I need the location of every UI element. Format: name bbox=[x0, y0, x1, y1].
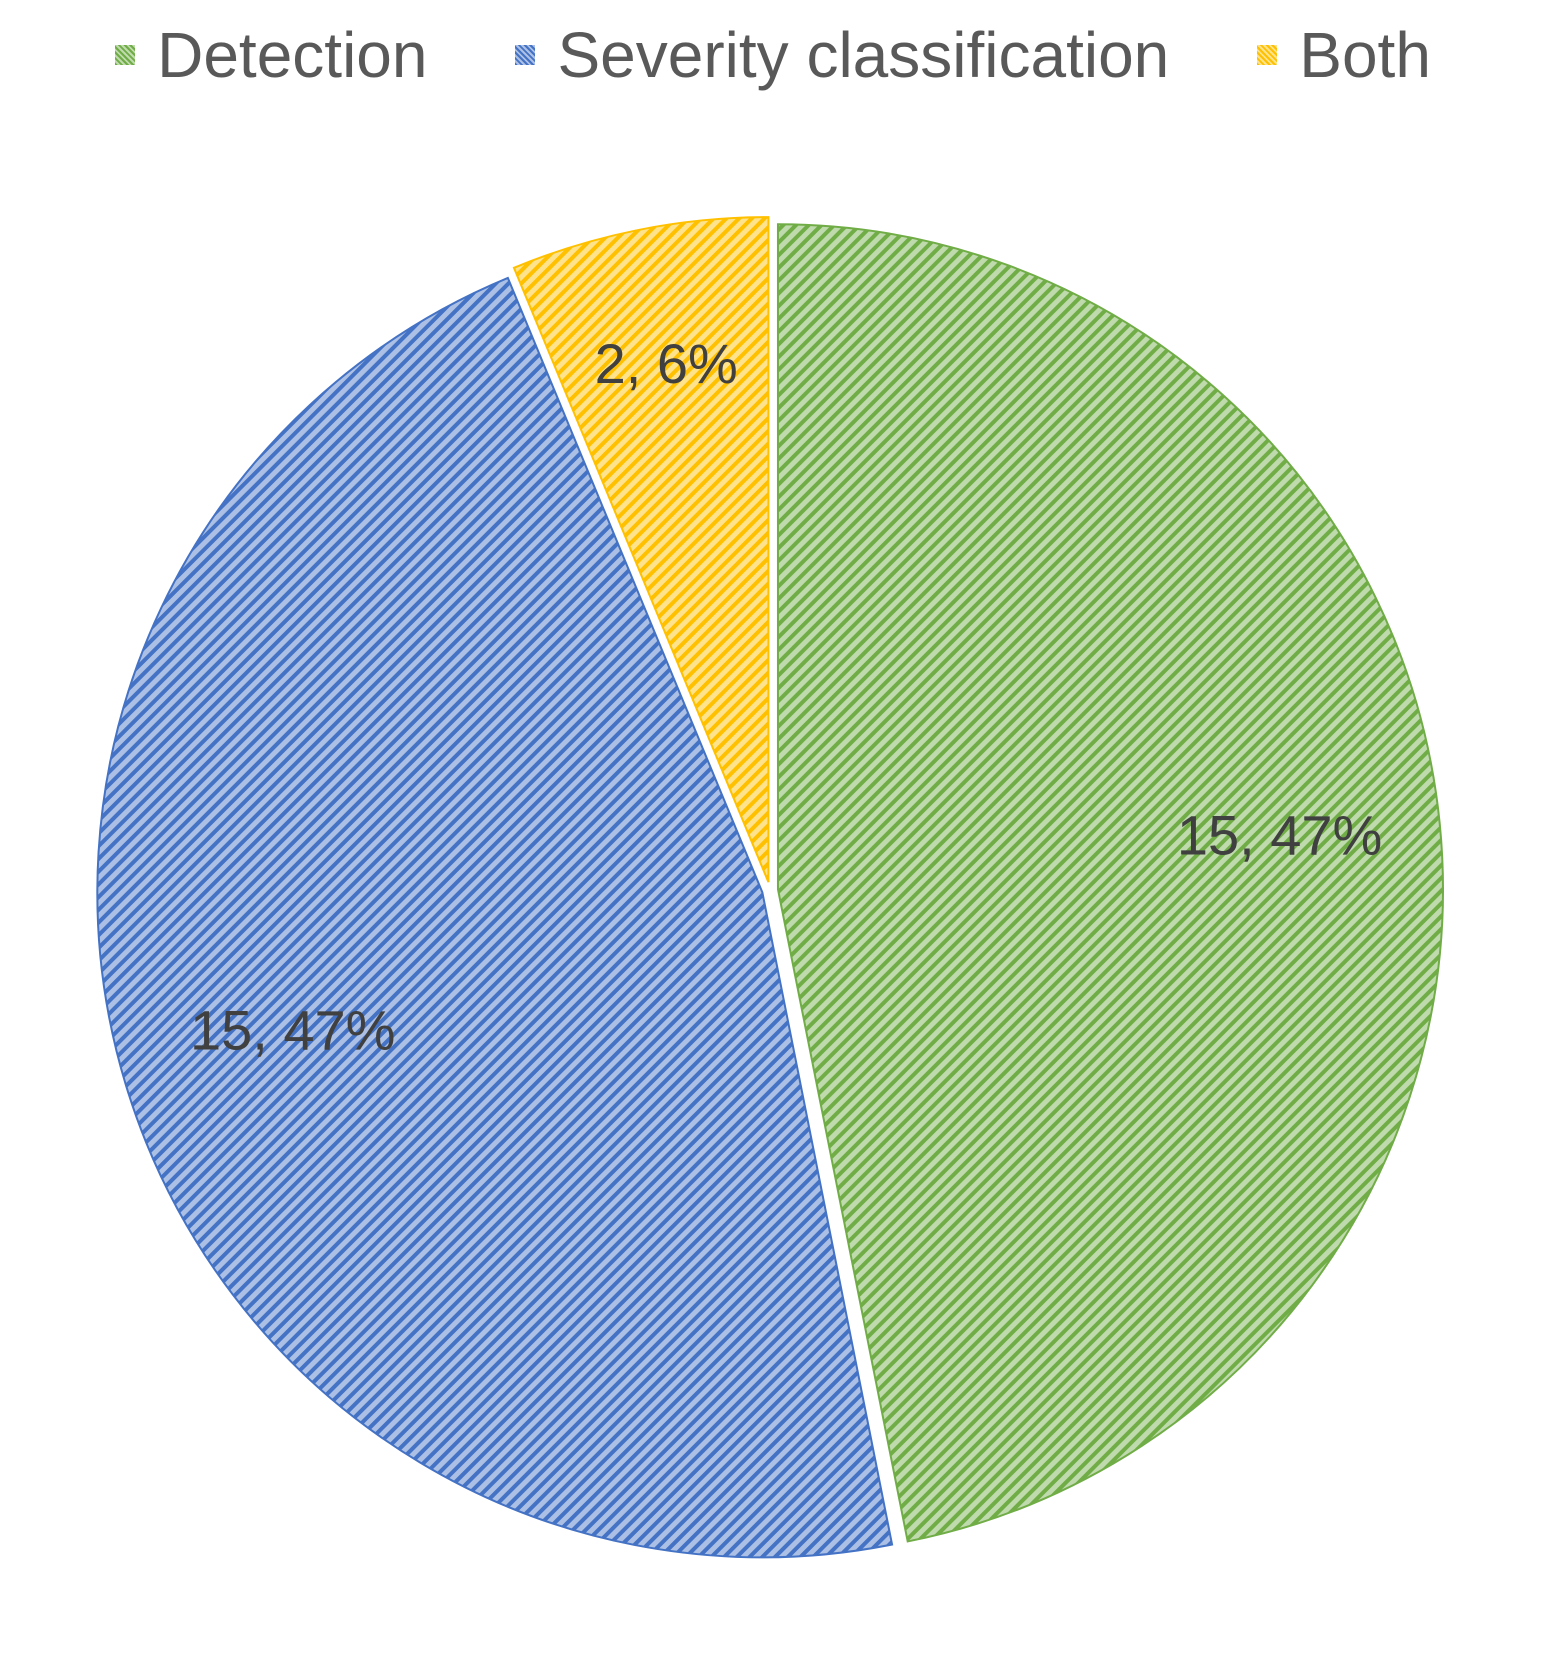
data-label-detection: 15, 47% bbox=[1177, 804, 1383, 867]
data-label-severity-classification: 15, 47% bbox=[190, 999, 396, 1062]
pie-slice-detection bbox=[776, 223, 1444, 1543]
legend-label-severity-classification: Severity classification bbox=[557, 19, 1170, 91]
legend-item-detection: Detection bbox=[115, 23, 427, 87]
data-label-both: 2, 6% bbox=[595, 332, 738, 395]
pie-slice-both bbox=[512, 216, 770, 883]
pie-slices bbox=[96, 216, 1444, 1559]
pie-data-labels: 15, 47% 15, 47% 2, 6% bbox=[190, 332, 1382, 1062]
legend-swatch-both bbox=[1257, 45, 1278, 65]
chart-legend: Detection Severity classification Both bbox=[0, 0, 1546, 110]
legend-item-both: Both bbox=[1257, 23, 1431, 87]
legend-label-detection: Detection bbox=[157, 19, 428, 91]
pie-slice-severity-classification bbox=[96, 276, 894, 1559]
legend-item-severity-classification: Severity classification bbox=[515, 23, 1169, 87]
legend-label-both: Both bbox=[1299, 19, 1431, 91]
legend-swatch-severity-classification bbox=[515, 45, 536, 65]
legend-swatch-detection bbox=[115, 45, 136, 65]
